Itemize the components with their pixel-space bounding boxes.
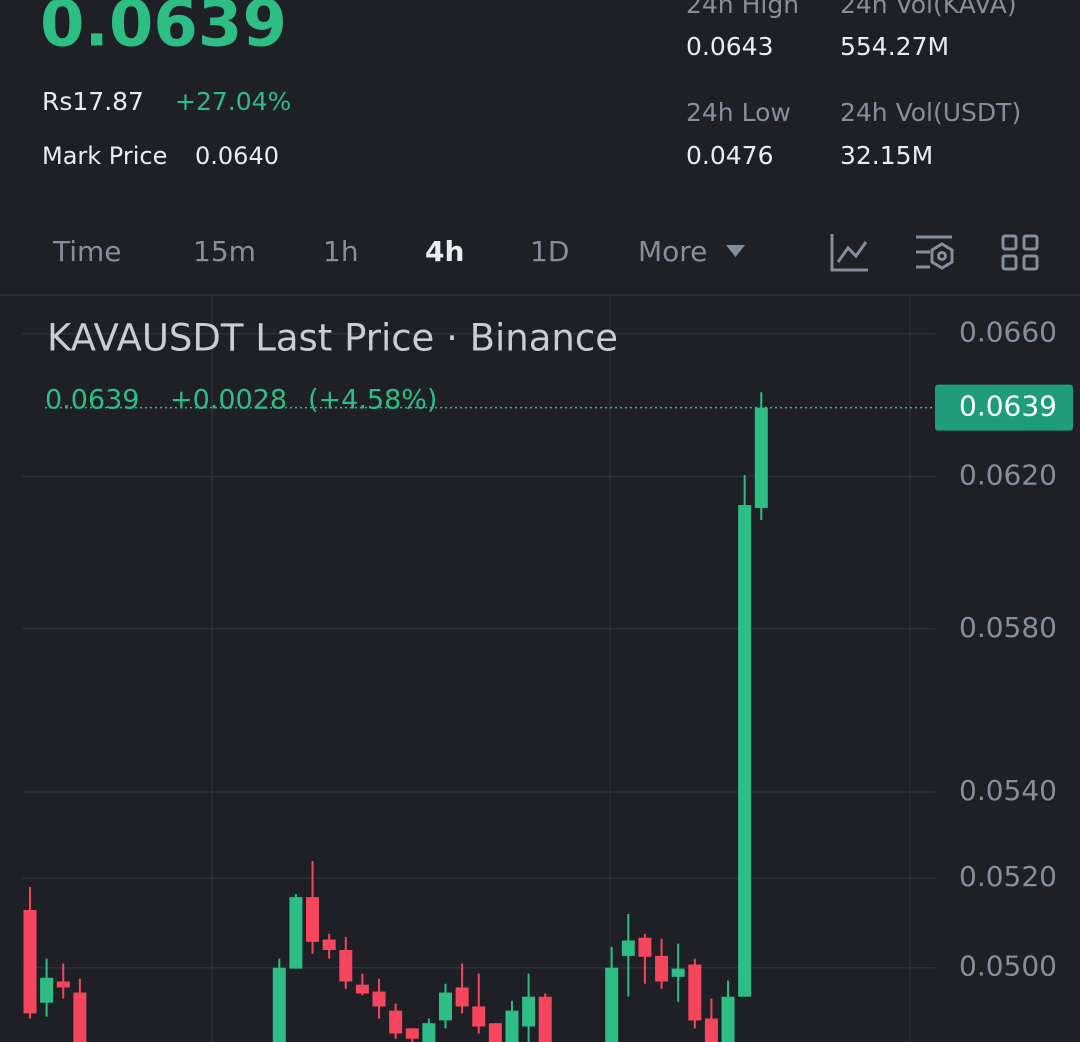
- price-tag-label: 0.0639: [959, 390, 1057, 423]
- candle-body: [455, 987, 469, 1007]
- indicator-icon[interactable]: [830, 234, 868, 272]
- stat-value: 32.15M: [840, 141, 933, 170]
- candle-body: [389, 1010, 403, 1034]
- change-percent: +27.04%: [175, 87, 291, 116]
- chart-title: KAVAUSDT Last Price · Binance: [47, 317, 618, 360]
- candle-body: [621, 940, 635, 956]
- candle-body: [439, 992, 452, 1021]
- stat-label: 24h Low: [686, 98, 791, 127]
- y-tick-label: 0.0660: [959, 316, 1057, 349]
- candle-body: [289, 897, 303, 969]
- candle-body: [73, 992, 87, 1042]
- candle-body: [605, 967, 619, 1042]
- candle-body: [472, 1006, 486, 1027]
- candle-body: [671, 968, 685, 977]
- price-tag: [935, 384, 1073, 431]
- fiat-price: Rs17.87: [42, 87, 144, 116]
- mark-price: 0.0640: [195, 142, 279, 170]
- legend-change: +0.0028: [170, 385, 287, 416]
- candle-body: [272, 967, 286, 1042]
- y-tick-label: 0.0620: [959, 459, 1057, 492]
- tab[interactable]: 15m: [193, 235, 256, 268]
- mark-price-label: Mark Price: [42, 142, 167, 170]
- candle-body: [721, 996, 735, 1042]
- candle-body: [355, 984, 369, 994]
- candle-body: [538, 996, 552, 1042]
- candles: [23, 392, 768, 1042]
- candle-body: [23, 910, 37, 1014]
- legend-price: 0.0639: [45, 385, 139, 416]
- last-price: 0.0639: [40, 0, 287, 62]
- tab[interactable]: 1h: [323, 235, 359, 268]
- candle-body: [56, 981, 70, 988]
- y-tick-label: 0.0520: [959, 860, 1057, 893]
- tab-more[interactable]: More: [638, 235, 707, 268]
- stat-label: 24h Vol(KAVA): [840, 0, 1017, 19]
- stat-label: 24h Vol(USDT): [840, 98, 1021, 127]
- candle-body: [638, 937, 652, 957]
- y-tick-label: 0.0580: [959, 611, 1057, 644]
- candle-body: [522, 996, 536, 1027]
- stat-value: 554.27M: [840, 32, 949, 61]
- tab-active[interactable]: 4h: [425, 235, 464, 268]
- settings-icon[interactable]: [916, 235, 954, 270]
- price-line-group: 0.0639: [45, 384, 1073, 431]
- candle-body: [704, 1018, 718, 1042]
- layout-icon[interactable]: [1001, 234, 1039, 271]
- candle-body: [738, 505, 752, 997]
- y-tick-label: 0.0540: [959, 774, 1057, 807]
- candle-body: [372, 991, 386, 1007]
- candle-body: [306, 897, 320, 942]
- candle-body: [422, 1023, 436, 1042]
- candle-body: [405, 1028, 419, 1039]
- candle-body: [655, 955, 669, 982]
- candle-body: [754, 407, 768, 509]
- candle-body: [488, 1023, 502, 1042]
- dropdown-arrow: [726, 245, 745, 257]
- candle-body: [505, 1010, 519, 1042]
- stat-label: 24h High: [686, 0, 799, 19]
- tab[interactable]: 1D: [530, 235, 569, 268]
- y-tick-label: 0.0500: [959, 950, 1057, 983]
- grid: 0.0660 0.0620 0.0580 0.0540 0.0520 0.0500: [22, 316, 1057, 983]
- candle-body: [688, 964, 702, 1021]
- candle-body: [40, 977, 54, 1003]
- tab[interactable]: Time: [52, 235, 122, 268]
- candle-body: [322, 939, 336, 950]
- stat-value: 0.0476: [686, 141, 773, 170]
- legend-percent: (+4.58%): [308, 385, 437, 416]
- candle-body: [339, 949, 353, 982]
- stat-value: 0.0643: [686, 32, 773, 61]
